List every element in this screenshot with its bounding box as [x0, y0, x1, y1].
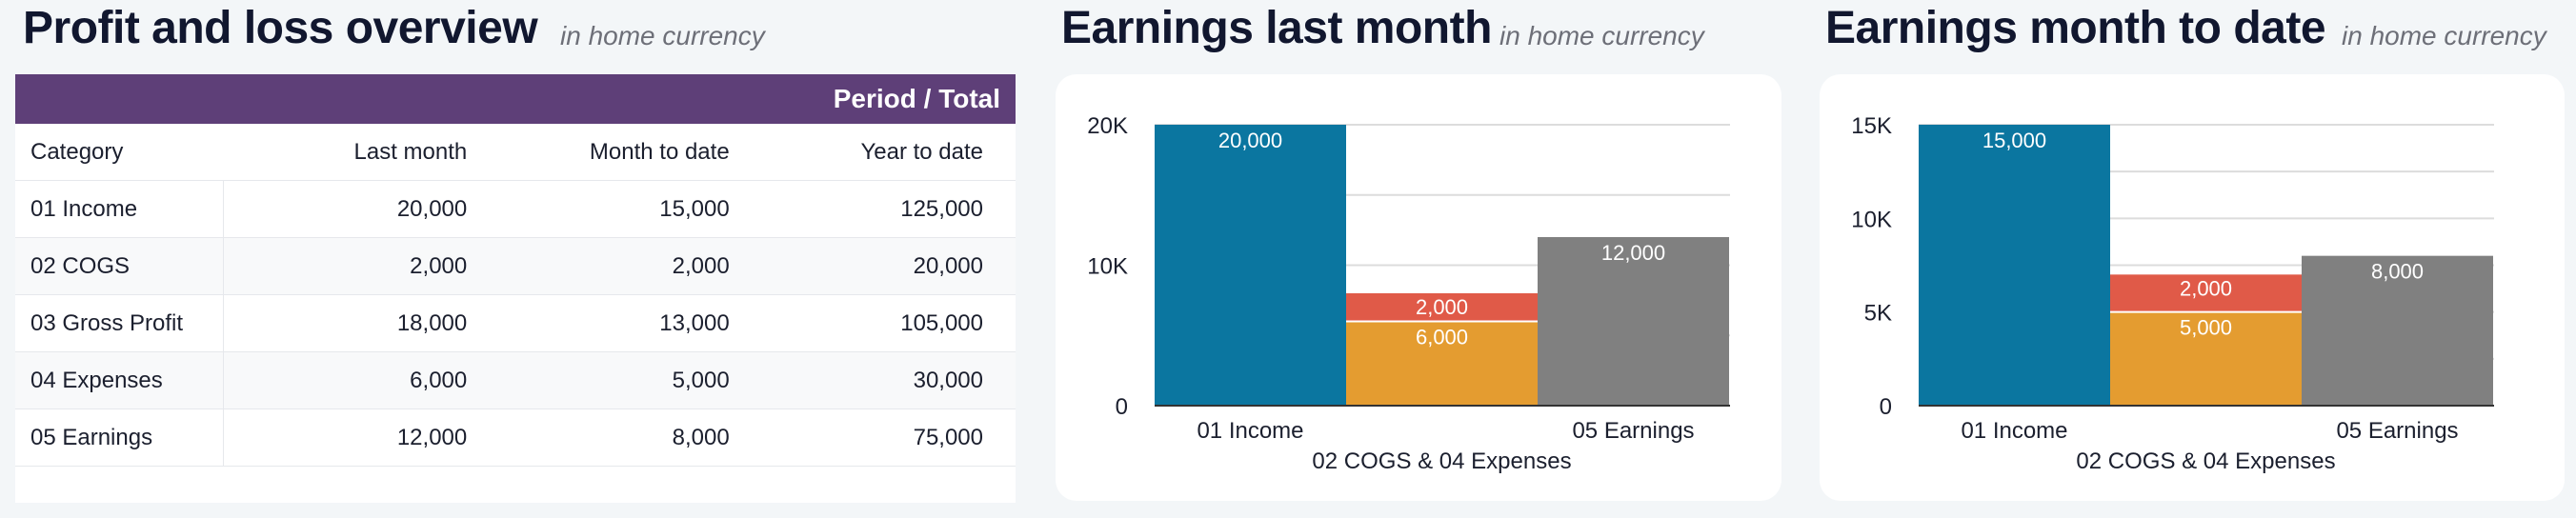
- earnings-last-month-panel: Earnings last month in home currency 0 10…: [1052, 0, 1785, 518]
- cell-last-month: 2,000: [223, 237, 498, 295]
- x-tick-label: 02 COGS & 04 Expenses: [2076, 448, 2335, 474]
- period-total-label: Period / Total: [833, 84, 1000, 113]
- cell-last-month: 18,000: [223, 294, 498, 352]
- profit-loss-panel: Profit and loss overview in home currenc…: [0, 0, 1029, 518]
- x-tick-label: 01 Income: [1961, 418, 2067, 444]
- table-row: 05 Earnings 12,000 8,000 75,000: [15, 408, 1016, 467]
- chart-title-month-to-date: Earnings month to date: [1825, 3, 2326, 53]
- cell-last-month: 6,000: [223, 351, 498, 409]
- cell-year-to-date: 125,000: [759, 180, 1016, 238]
- x-tick-label: 05 Earnings: [2336, 418, 2458, 444]
- cell-month-to-date: 15,000: [497, 180, 760, 238]
- chart-card-month-to-date: 0 5K 10K 15K 15,000 5,000 2,000 8,000 01 Income 0…: [1820, 74, 2565, 501]
- bar-income[interactable]: [1919, 125, 2110, 406]
- y-tick-label: 0: [1116, 394, 1128, 420]
- x-tick-label: 02 COGS & 04 Expenses: [1312, 448, 1571, 474]
- cell-last-month: 12,000: [223, 408, 498, 467]
- data-label-earnings: 8,000: [2371, 260, 2424, 284]
- bar-earnings[interactable]: [2302, 255, 2493, 406]
- bar-cogs[interactable]: [2110, 274, 2302, 312]
- bar-expenses[interactable]: [1346, 321, 1538, 407]
- data-label-cogs: 2,000: [2180, 276, 2232, 300]
- bar-expenses[interactable]: [2110, 311, 2302, 406]
- chart-last-month: 0 10K 20K 20,000 6,000 2,000 12,000 01 Income 05…: [1087, 113, 1730, 474]
- cell-month-to-date: 13,000: [497, 294, 760, 352]
- table-row: 01 Income 20,000 15,000 125,000: [15, 180, 1016, 238]
- y-tick-label: 15K: [1851, 113, 1892, 139]
- earnings-month-to-date-panel: Earnings month to date in home currency …: [1816, 0, 2568, 518]
- chart-month-to-date: 0 5K 10K 15K 15,000 5,000 2,000 8,000 01 Income 0…: [1851, 113, 2494, 474]
- y-tick-label: 10K: [1851, 207, 1892, 232]
- cell-year-to-date: 105,000: [759, 294, 1016, 352]
- table-row: 03 Gross Profit 18,000 13,000 105,000: [15, 294, 1016, 352]
- data-label-expenses: 6,000: [1416, 326, 1468, 349]
- col-header-year-to-date[interactable]: Year to date: [759, 124, 1016, 181]
- data-label-income: 15,000: [1982, 129, 2046, 152]
- cell-last-month: 20,000: [223, 180, 498, 238]
- y-tick-label: 10K: [1087, 254, 1128, 280]
- data-label-cogs: 2,000: [1416, 295, 1468, 319]
- cell-month-to-date: 8,000: [497, 408, 760, 467]
- col-header-month-to-date[interactable]: Month to date: [497, 124, 760, 181]
- row-category: 02 COGS: [15, 237, 225, 295]
- row-category: 04 Expenses: [15, 351, 225, 409]
- chart-subtitle-last-month: in home currency: [1499, 21, 1704, 50]
- row-category: 05 Earnings: [15, 408, 225, 467]
- cell-year-to-date: 20,000: [759, 237, 1016, 295]
- col-header-category[interactable]: Category: [15, 124, 224, 181]
- bar-income[interactable]: [1155, 125, 1346, 406]
- col-header-last-month[interactable]: Last month: [223, 124, 498, 181]
- page-subtitle: in home currency: [560, 21, 765, 50]
- cell-year-to-date: 75,000: [759, 408, 1016, 467]
- row-category: 01 Income: [15, 180, 225, 238]
- row-category: 03 Gross Profit: [15, 294, 225, 352]
- data-label-expenses: 5,000: [2180, 316, 2232, 340]
- pl-data-table: Category Last month Month to date Year t…: [15, 124, 1016, 467]
- data-label-income: 20,000: [1218, 129, 1282, 152]
- cell-month-to-date: 2,000: [497, 237, 760, 295]
- bar-cogs[interactable]: [1346, 293, 1538, 322]
- x-tick-label: 05 Earnings: [1572, 418, 1694, 444]
- page-title: Profit and loss overview: [23, 3, 538, 53]
- data-label-earnings: 12,000: [1601, 241, 1665, 265]
- table-row: 02 COGS 2,000 2,000 20,000: [15, 237, 1016, 295]
- table-header-row: Category Last month Month to date Year t…: [15, 124, 1016, 181]
- y-tick-label: 5K: [1864, 301, 1892, 327]
- chart-title-last-month: Earnings last month: [1061, 3, 1492, 53]
- table-row: 04 Expenses 6,000 5,000 30,000: [15, 351, 1016, 409]
- y-tick-label: 20K: [1087, 113, 1128, 139]
- table-header-bar: Period / Total: [15, 74, 1016, 124]
- bar-earnings[interactable]: [1538, 237, 1729, 406]
- x-tick-label: 01 Income: [1197, 418, 1303, 444]
- cell-year-to-date: 30,000: [759, 351, 1016, 409]
- chart-subtitle-month-to-date: in home currency: [2342, 21, 2546, 50]
- y-tick-label: 0: [1880, 394, 1892, 420]
- pl-table: Period / Total Category Last month Month…: [15, 74, 1016, 503]
- cell-month-to-date: 5,000: [497, 351, 760, 409]
- chart-card-last-month: 0 10K 20K 20,000 6,000 2,000 12,000 01 Income 05…: [1056, 74, 1781, 501]
